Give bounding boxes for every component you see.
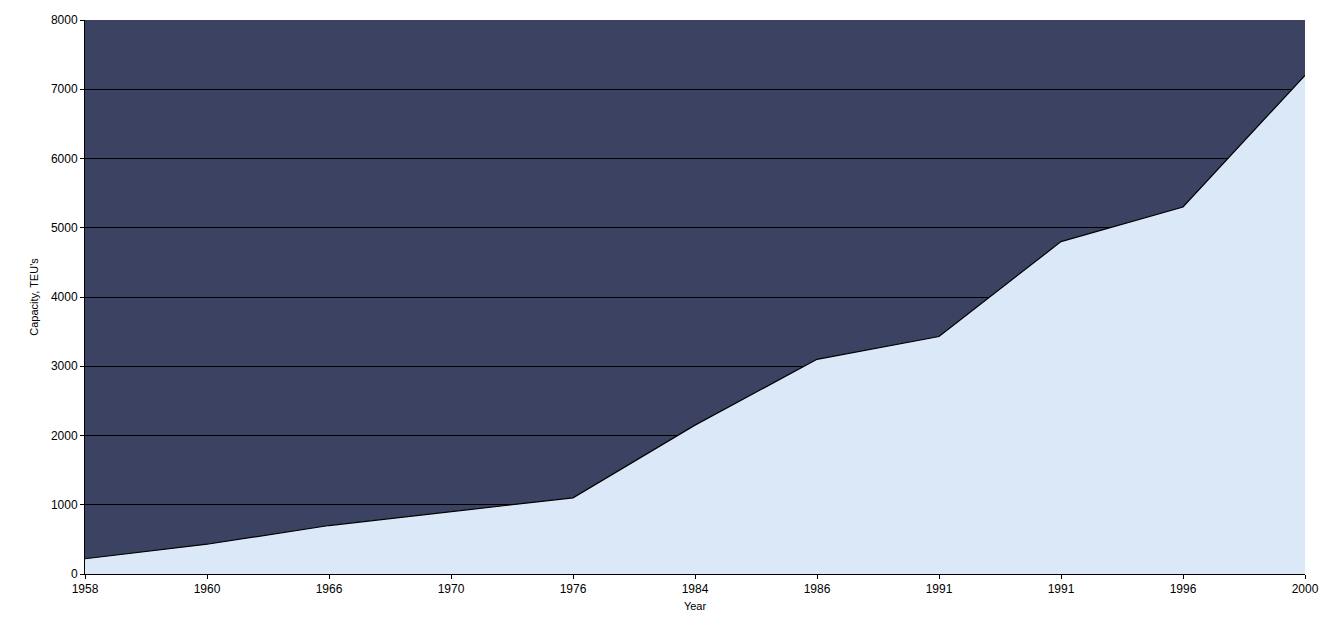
svg-text:1984: 1984 [682, 582, 709, 596]
svg-text:8000: 8000 [51, 13, 78, 27]
svg-text:1958: 1958 [72, 582, 99, 596]
svg-text:4000: 4000 [51, 290, 78, 304]
svg-text:1970: 1970 [438, 582, 465, 596]
svg-text:Capacity, TEU's: Capacity, TEU's [28, 258, 40, 336]
svg-text:2000: 2000 [1292, 582, 1319, 596]
svg-text:2000: 2000 [51, 429, 78, 443]
svg-text:1976: 1976 [560, 582, 587, 596]
svg-text:0: 0 [71, 567, 78, 581]
svg-text:5000: 5000 [51, 221, 78, 235]
svg-text:1996: 1996 [1170, 582, 1197, 596]
svg-text:7000: 7000 [51, 82, 78, 96]
svg-text:1991: 1991 [1048, 582, 1075, 596]
svg-text:1966: 1966 [316, 582, 343, 596]
svg-text:1000: 1000 [51, 498, 78, 512]
svg-text:6000: 6000 [51, 152, 78, 166]
svg-text:1960: 1960 [194, 582, 221, 596]
svg-text:Year: Year [684, 600, 707, 612]
svg-text:3000: 3000 [51, 359, 78, 373]
svg-text:1991: 1991 [926, 582, 953, 596]
svg-text:1986: 1986 [804, 582, 831, 596]
